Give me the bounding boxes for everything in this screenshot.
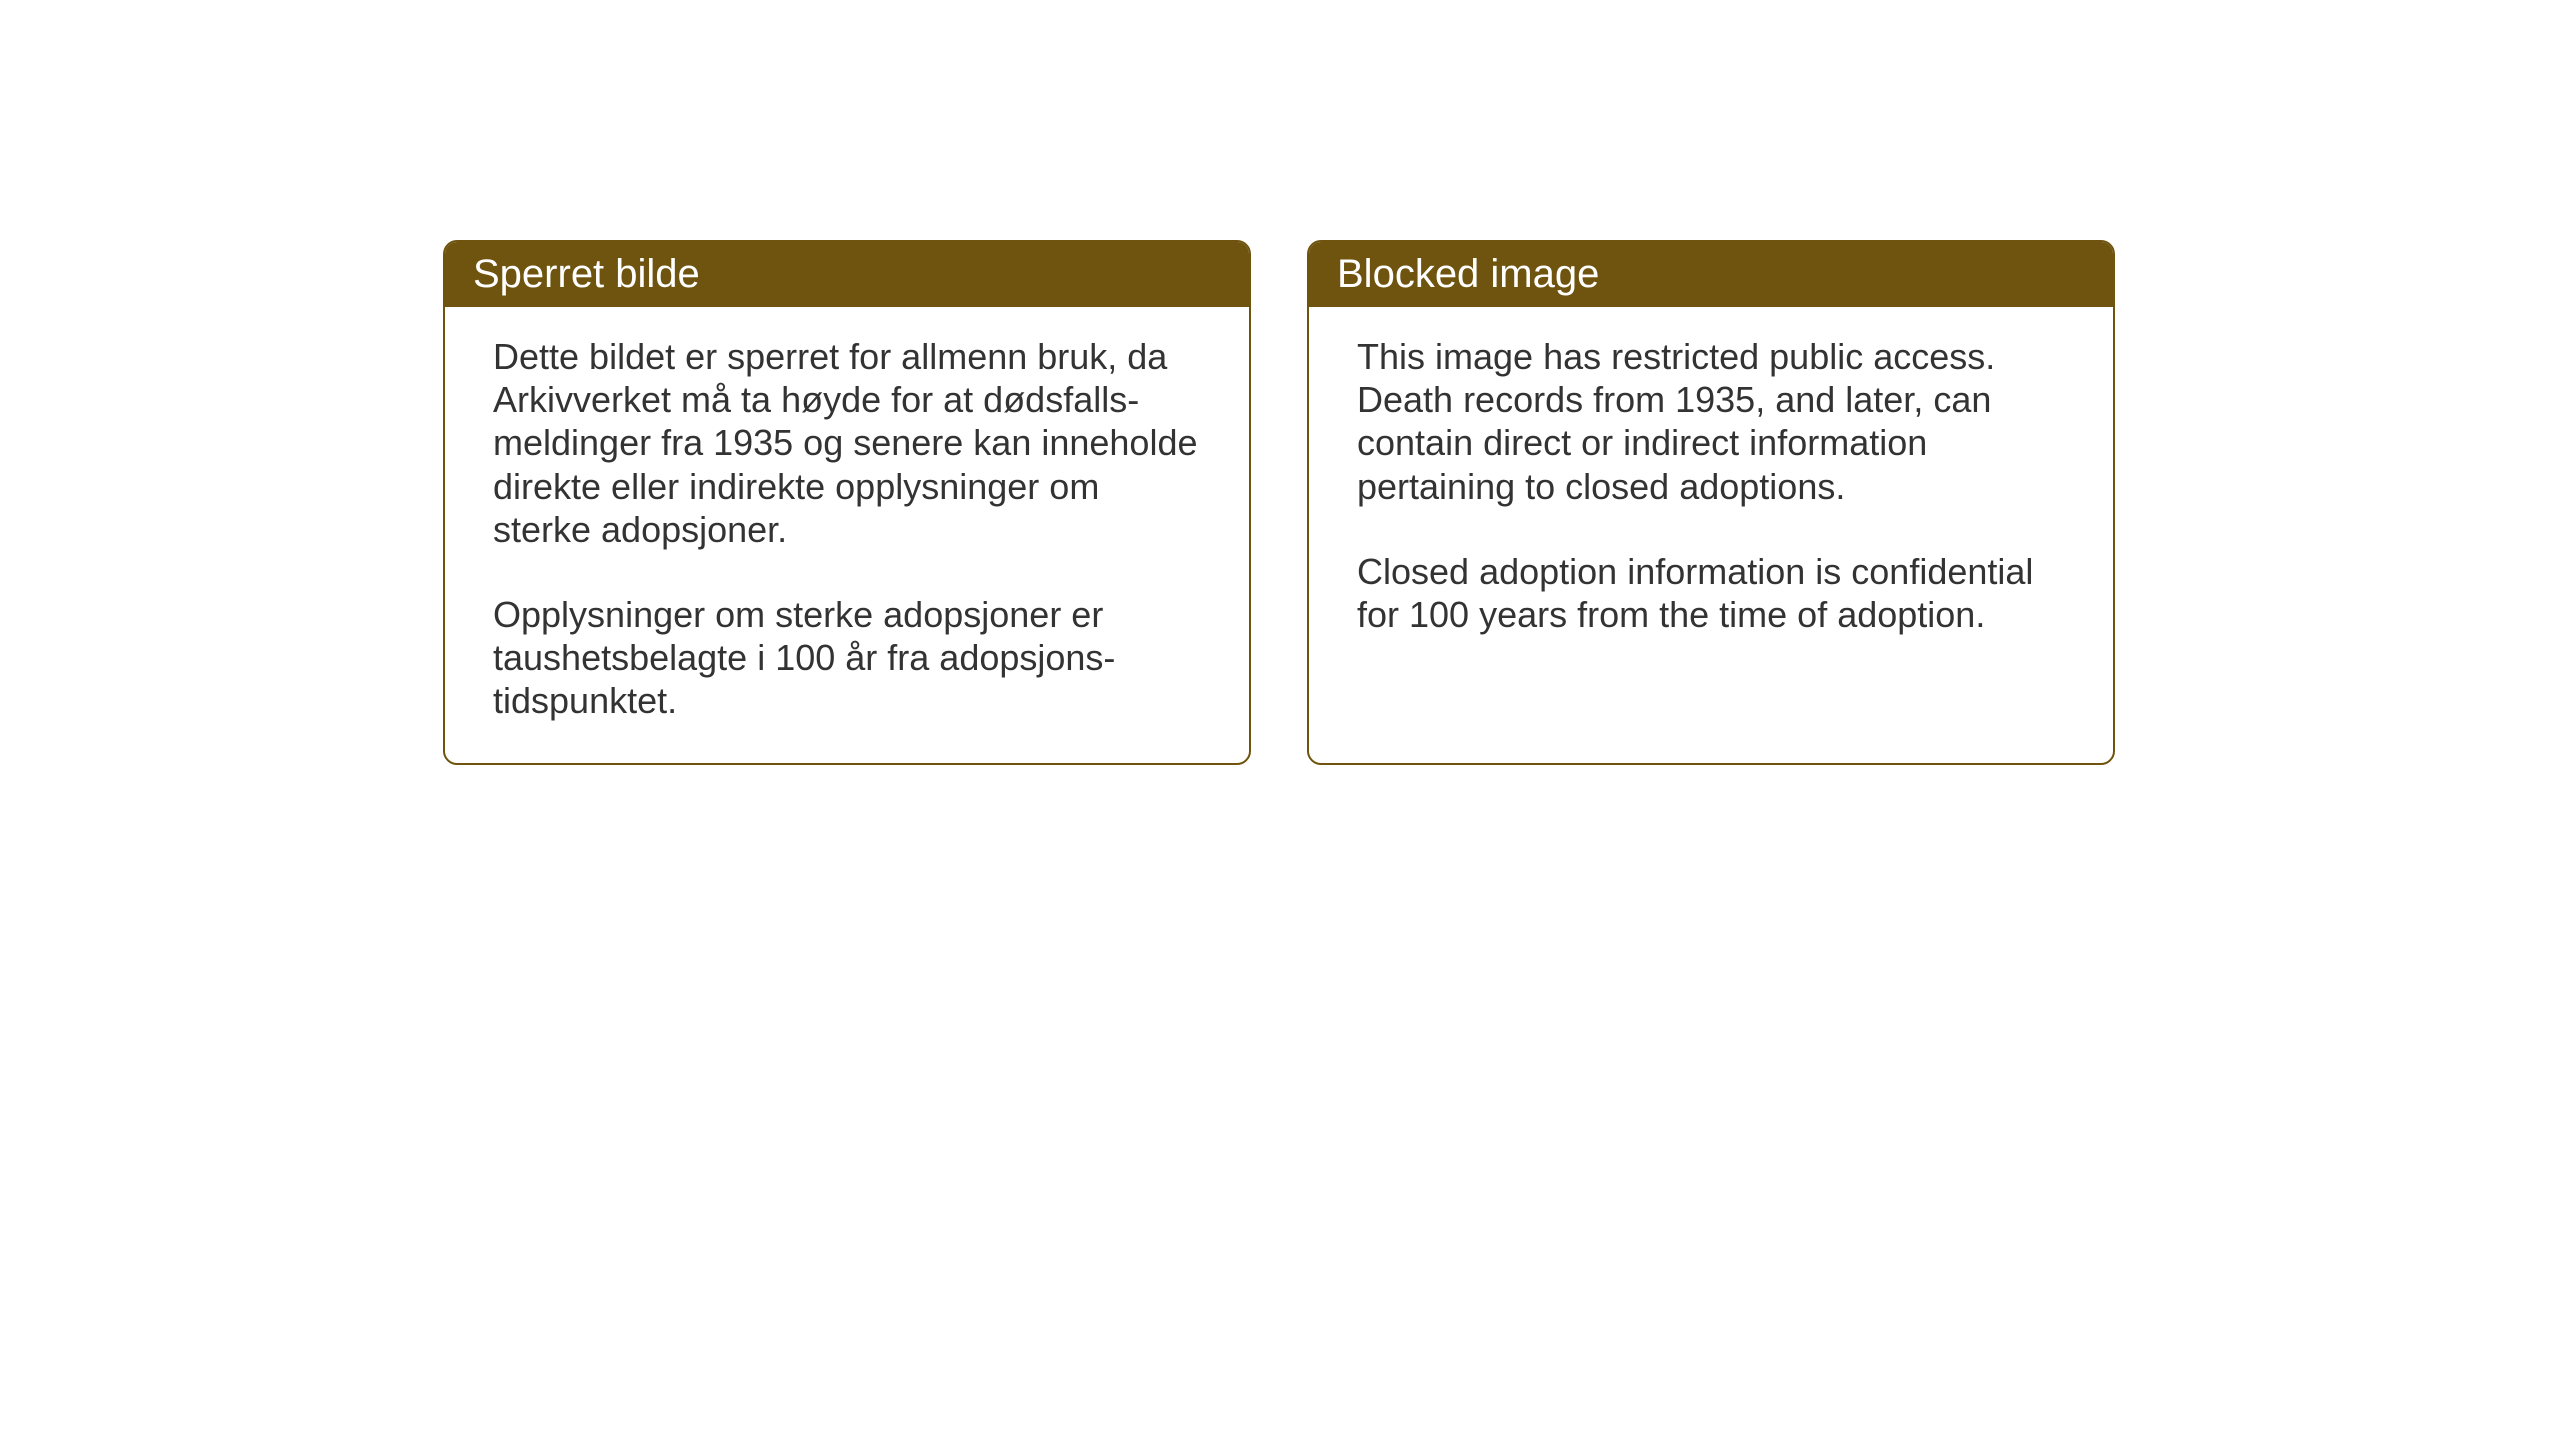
english-paragraph-2: Closed adoption information is confident…	[1357, 550, 2065, 636]
english-card-body: This image has restricted public access.…	[1309, 307, 2113, 737]
notice-cards-container: Sperret bilde Dette bildet er sperret fo…	[443, 240, 2115, 765]
english-card-title: Blocked image	[1337, 252, 1599, 296]
norwegian-card-body: Dette bildet er sperret for allmenn bruk…	[445, 307, 1249, 763]
norwegian-paragraph-2: Opplysninger om sterke adopsjoner er tau…	[493, 593, 1201, 723]
english-paragraph-1: This image has restricted public access.…	[1357, 335, 2065, 508]
english-card-header: Blocked image	[1309, 242, 2113, 307]
norwegian-card-title: Sperret bilde	[473, 252, 700, 296]
english-notice-card: Blocked image This image has restricted …	[1307, 240, 2115, 765]
norwegian-notice-card: Sperret bilde Dette bildet er sperret fo…	[443, 240, 1251, 765]
norwegian-paragraph-1: Dette bildet er sperret for allmenn bruk…	[493, 335, 1201, 551]
norwegian-card-header: Sperret bilde	[445, 242, 1249, 307]
